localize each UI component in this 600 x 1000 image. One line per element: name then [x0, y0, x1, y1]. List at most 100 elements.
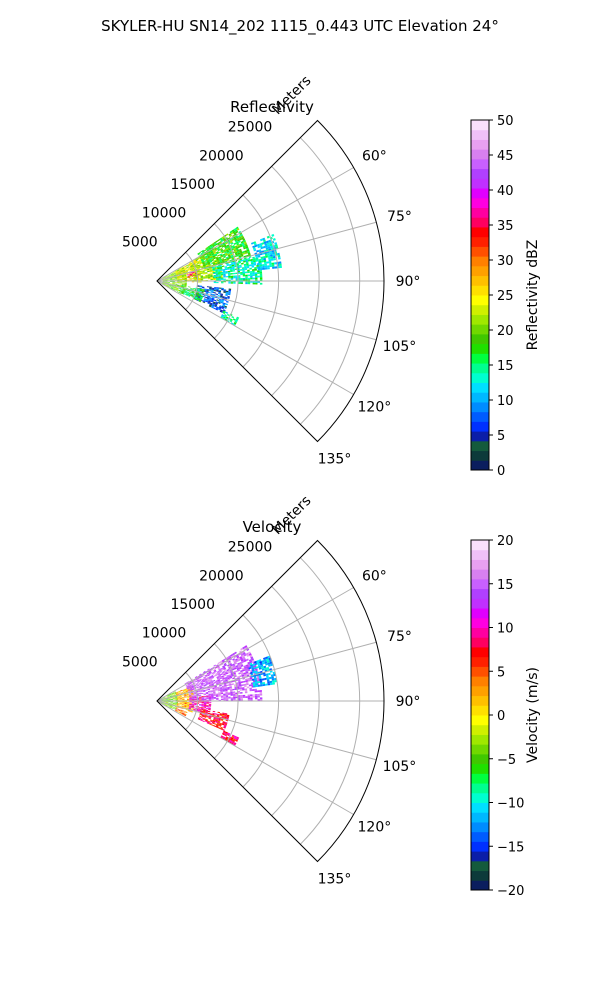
echo-cell: [225, 692, 228, 694]
reflectivity-labels: 500010000150002000025000Meters60°75°90°1…: [122, 73, 420, 468]
echo-cell: [222, 296, 225, 298]
echo-cell: [223, 662, 227, 666]
echo-cell: [182, 690, 186, 692]
echo-cell: [184, 699, 187, 701]
echo-cell: [224, 724, 227, 727]
echo-cell: [197, 690, 201, 692]
echo-cell: [225, 256, 229, 259]
echo-cell: [224, 676, 228, 679]
echo-cell: [217, 667, 221, 670]
echo-cell: [184, 291, 187, 293]
echo-cell: [179, 699, 183, 700]
echo-cell: [160, 698, 164, 700]
echo-cell: [220, 673, 224, 676]
echo-cell: [184, 285, 187, 287]
echo-cell: [212, 688, 216, 691]
echo-cell: [187, 295, 191, 297]
echo-cell: [183, 272, 186, 274]
echo-cell: [227, 266, 230, 269]
echo-cell: [234, 651, 237, 655]
echo-cell: [246, 249, 250, 252]
echo-cell: [207, 255, 210, 258]
radial-tick-label: 25000: [228, 540, 273, 556]
echo-cell: [182, 698, 185, 700]
echo-cell: [201, 705, 204, 707]
echo-cell: [246, 665, 250, 669]
echo-cell: [170, 697, 173, 699]
echo-cell: [237, 253, 241, 257]
colorbar-segment: [471, 353, 489, 364]
echo-cell: [259, 268, 263, 271]
echo-cell: [251, 669, 255, 672]
echo-cell: [271, 233, 275, 237]
colorbar-segment: [471, 734, 489, 745]
radial-tick-label: 20000: [199, 148, 244, 164]
echo-cell: [269, 262, 272, 266]
echo-cell: [177, 697, 180, 699]
echo-cell: [218, 693, 221, 695]
echo-cell: [183, 714, 187, 716]
echo-cell: [185, 270, 188, 272]
echo-cell: [171, 692, 174, 695]
echo-cell: [234, 662, 238, 665]
echo-cell: [184, 279, 187, 281]
echo-cell: [217, 302, 221, 305]
echo-cell: [162, 281, 166, 283]
echo-cell: [170, 287, 173, 290]
echo-cell: [239, 661, 243, 665]
echo-cell: [168, 286, 172, 288]
echo-cell: [270, 256, 274, 259]
echo-cell: [245, 246, 249, 249]
echo-cell: [171, 707, 175, 709]
echo-cell: [216, 722, 220, 725]
colorbar-segment: [471, 450, 489, 461]
echo-cell: [208, 682, 211, 685]
echo-cell: [187, 275, 190, 277]
echo-cell: [167, 278, 170, 280]
echo-cell: [237, 658, 241, 662]
echo-cell: [218, 301, 221, 303]
echo-cell: [224, 268, 228, 271]
echo-cell: [215, 271, 219, 273]
echo-cell: [165, 702, 169, 704]
echo-cell: [253, 248, 257, 252]
echo-cell: [205, 710, 208, 712]
echo-cell: [201, 679, 205, 681]
echo-cell: [179, 276, 182, 278]
echo-cell: [174, 278, 178, 279]
echo-cell: [174, 277, 177, 278]
echo-cell: [239, 687, 243, 690]
echo-cell: [210, 306, 214, 309]
figure-title: SKYLER-HU SN14_202 1115_0.443 UTC Elevat…: [101, 17, 499, 36]
echo-cell: [272, 238, 276, 241]
echo-cell: [169, 285, 172, 287]
colorbar-segment: [471, 540, 489, 551]
echo-cell: [217, 726, 221, 730]
echo-cell: [198, 716, 201, 719]
echo-cell: [203, 694, 207, 696]
echo-cell: [215, 720, 218, 722]
echo-cell: [267, 254, 271, 258]
echo-cell: [203, 701, 207, 703]
echo-cell: [232, 738, 236, 741]
echo-cell: [178, 707, 182, 709]
echo-cell: [213, 669, 217, 672]
echo-cell: [218, 241, 222, 244]
echo-cell: [191, 699, 195, 700]
echo-cell: [223, 694, 226, 697]
echo-cell: [239, 251, 243, 254]
echo-cell: [236, 228, 240, 231]
echo-cell: [184, 702, 187, 704]
echo-cell: [235, 654, 239, 657]
echo-cell: [199, 286, 203, 288]
echo-cell: [185, 264, 189, 267]
echo-cell: [217, 308, 221, 311]
echo-cell: [206, 289, 209, 292]
echo-cell: [223, 244, 227, 247]
echo-cell: [272, 255, 276, 259]
echo-cell: [235, 278, 239, 280]
echo-cell: [205, 246, 208, 250]
echo-cell: [179, 290, 182, 292]
echo-cell: [162, 703, 166, 705]
